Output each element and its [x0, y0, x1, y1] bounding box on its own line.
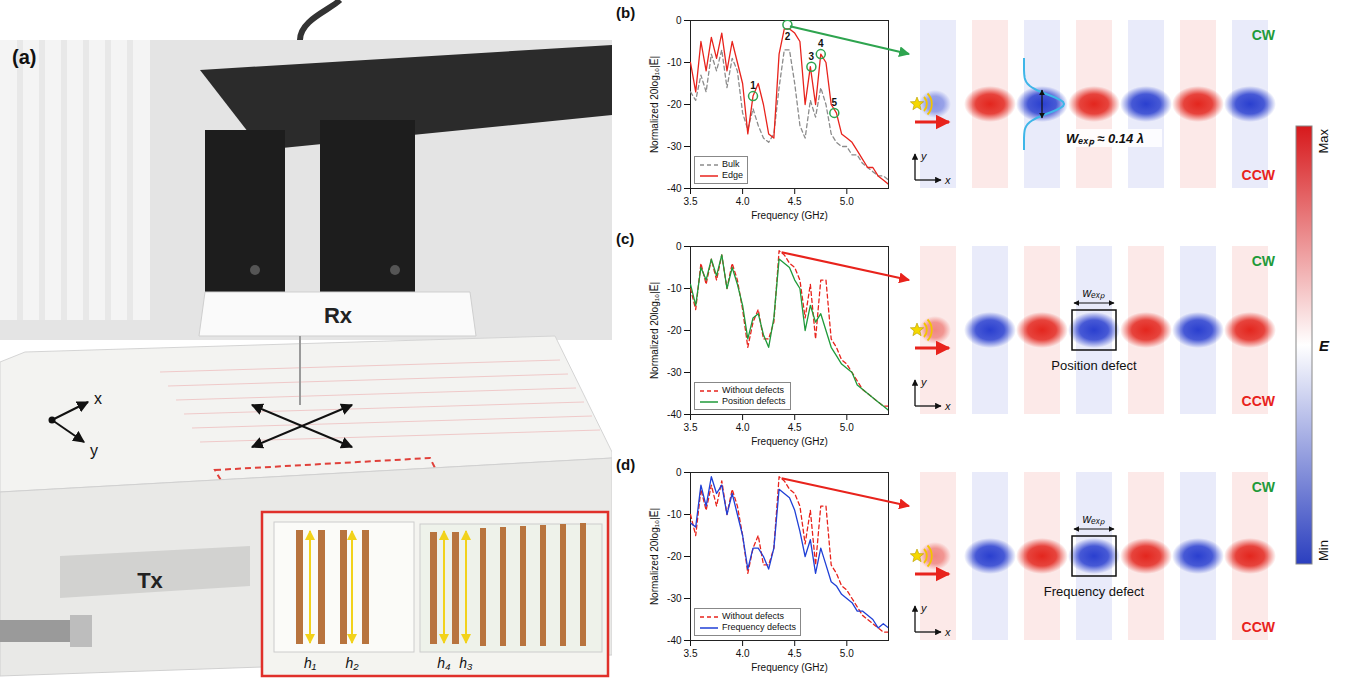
svg-text:x: x	[94, 390, 102, 407]
svg-text:2: 2	[785, 31, 791, 42]
svg-text:-30: -30	[667, 367, 682, 378]
svg-text:(c): (c)	[616, 230, 634, 247]
svg-text:CW: CW	[1252, 479, 1276, 495]
svg-text:CCW: CCW	[1242, 393, 1276, 409]
svg-text:0: 0	[676, 241, 682, 252]
svg-text:x: x	[944, 400, 951, 412]
svg-text:5: 5	[832, 97, 838, 108]
svg-text:Max: Max	[1316, 129, 1331, 154]
svg-text:Tx: Tx	[137, 568, 163, 593]
svg-text:4.5: 4.5	[788, 422, 802, 433]
svg-text:E: E	[1319, 337, 1330, 354]
svg-text:CW: CW	[1252, 253, 1276, 269]
svg-text:-30: -30	[667, 141, 682, 152]
svg-text:4.5: 4.5	[788, 648, 802, 659]
svg-text:-30: -30	[667, 593, 682, 604]
svg-text:4.0: 4.0	[736, 648, 750, 659]
svg-text:-10: -10	[667, 57, 682, 68]
svg-text:4: 4	[818, 38, 824, 49]
svg-text:y: y	[920, 376, 928, 388]
svg-text:4.0: 4.0	[736, 422, 750, 433]
svg-text:4.0: 4.0	[736, 196, 750, 207]
html-text:Frequency defects: Frequency defects	[722, 622, 796, 632]
svg-text:x: x	[944, 174, 951, 186]
svg-text:Rx: Rx	[324, 303, 353, 328]
svg-text:0: 0	[676, 15, 682, 26]
svg-text:h₁: h₁	[304, 655, 317, 671]
svg-text:CCW: CCW	[1242, 167, 1276, 183]
svg-text:(b): (b)	[616, 4, 635, 21]
svg-text:3.5: 3.5	[684, 422, 698, 433]
svg-text:-20: -20	[667, 99, 682, 110]
svg-text:wₑₓₚ: wₑₓₚ	[1083, 286, 1106, 300]
svg-text:Frequency (GHz): Frequency (GHz)	[751, 662, 828, 673]
svg-text:Normalized 20log₁₀|E̅|: Normalized 20log₁₀|E̅|	[649, 56, 660, 153]
svg-text:Normalized 20log₁₀|E̅|: Normalized 20log₁₀|E̅|	[649, 282, 660, 379]
svg-text:Frequency (GHz): Frequency (GHz)	[751, 436, 828, 447]
svg-text:5.0: 5.0	[840, 422, 854, 433]
svg-text:-10: -10	[667, 283, 682, 294]
svg-text:CW: CW	[1252, 27, 1276, 43]
svg-text:5.0: 5.0	[840, 648, 854, 659]
html-text:Bulk: Bulk	[722, 159, 740, 169]
svg-text:Normalized 20log₁₀|E̅|: Normalized 20log₁₀|E̅|	[649, 508, 660, 605]
svg-text:wₑₓₚ: wₑₓₚ	[1083, 512, 1106, 526]
svg-text:3.5: 3.5	[684, 648, 698, 659]
html-text:Without defects: Without defects	[722, 385, 784, 395]
svg-text:CCW: CCW	[1242, 619, 1276, 635]
svg-text:Min: Min	[1316, 540, 1331, 561]
svg-text:Frequency (GHz): Frequency (GHz)	[751, 210, 828, 221]
svg-text:Position defect: Position defect	[1051, 358, 1137, 373]
svg-text:(a): (a)	[12, 46, 36, 68]
svg-text:y: y	[920, 150, 928, 162]
svg-text:-20: -20	[667, 325, 682, 336]
svg-text:-40: -40	[667, 183, 682, 194]
svg-text:-40: -40	[667, 409, 682, 420]
svg-text:-40: -40	[667, 635, 682, 646]
svg-text:y: y	[920, 602, 928, 614]
svg-text:1: 1	[750, 80, 756, 91]
svg-text:4.5: 4.5	[788, 196, 802, 207]
html-text:Position defects: Position defects	[722, 396, 786, 406]
svg-text:(d): (d)	[616, 456, 635, 473]
svg-text:5.0: 5.0	[840, 196, 854, 207]
svg-text:Wₑₓₚ ≈ 0.14 λ: Wₑₓₚ ≈ 0.14 λ	[1066, 131, 1144, 147]
svg-text:3.5: 3.5	[684, 196, 698, 207]
svg-text:h₂: h₂	[345, 655, 359, 671]
svg-text:x: x	[944, 626, 951, 638]
html-text:Edge: Edge	[722, 170, 743, 180]
svg-text:0: 0	[676, 467, 682, 478]
svg-text:y: y	[90, 442, 98, 459]
svg-text:-20: -20	[667, 551, 682, 562]
svg-text:h₃: h₃	[459, 655, 473, 671]
html-text:Without defects: Without defects	[722, 611, 784, 621]
svg-text:3: 3	[809, 51, 815, 62]
svg-text:h₄: h₄	[437, 655, 451, 671]
svg-text:-10: -10	[667, 509, 682, 520]
svg-text:Frequency defect: Frequency defect	[1044, 584, 1145, 599]
